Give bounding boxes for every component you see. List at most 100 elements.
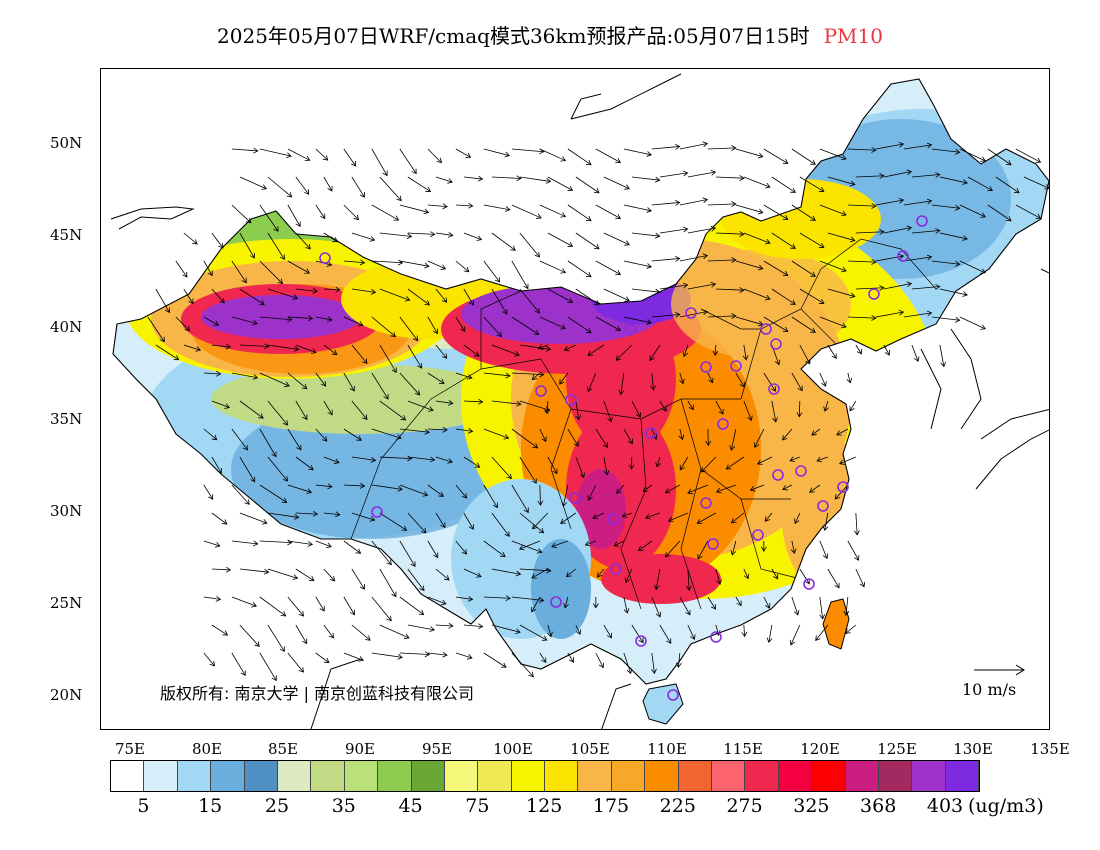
- wind-arrow: [791, 316, 816, 333]
- wind-arrow: [931, 204, 960, 209]
- wind-arrow-head: [279, 254, 285, 260]
- wind-arrow-head: [679, 464, 685, 471]
- wind-arrow-head: [563, 602, 569, 609]
- wind-arrow: [687, 283, 716, 290]
- wind-arrow: [455, 652, 473, 659]
- wind-arrow-head: [271, 675, 277, 682]
- wind-arrow-head: [240, 670, 246, 677]
- station-marker: [565, 394, 577, 406]
- wind-arrow: [259, 260, 283, 284]
- wind-arrow: [407, 288, 430, 306]
- wind-arrow: [323, 512, 340, 516]
- wind-arrow-head: [287, 316, 293, 323]
- wind-arrow-head: [772, 417, 778, 423]
- wind-arrow: [155, 288, 170, 313]
- wind-arrow-head: [682, 170, 689, 177]
- wind-arrow-head: [836, 430, 842, 436]
- wind-arrow: [623, 428, 633, 444]
- wind-arrow-head: [264, 343, 270, 350]
- wind-arrow-head: [782, 270, 789, 276]
- wind-arrow: [455, 148, 471, 158]
- wind-arrow: [716, 484, 736, 493]
- wind-arrow: [231, 540, 258, 545]
- wind-arrow-head: [433, 552, 439, 559]
- wind-arrow-head: [841, 154, 847, 161]
- wind-arrow-head: [477, 175, 484, 182]
- wind-arrow-head: [397, 653, 403, 660]
- wind-reference: 10 m/s: [962, 660, 1044, 699]
- wind-arrow: [687, 484, 709, 494]
- wind-arrow-head: [623, 608, 630, 614]
- wind-arrow: [379, 512, 407, 531]
- wind-arrow: [463, 176, 483, 180]
- wind-arrow: [939, 344, 945, 367]
- wind-arrow-head: [560, 268, 567, 274]
- wind-arrow-head: [423, 208, 430, 215]
- wind-arrow-head: [879, 173, 885, 179]
- wind-arrow: [575, 288, 600, 306]
- wind-arrow: [267, 288, 298, 299]
- wind-arrow: [343, 540, 361, 554]
- wind-arrow-head: [523, 283, 529, 290]
- wind-arrow: [239, 344, 269, 347]
- wind-arrow: [435, 456, 453, 463]
- wind-arrow: [295, 400, 308, 420]
- wind-arrow-head: [218, 242, 224, 249]
- wind-arrow: [847, 260, 876, 263]
- wind-arrow-head: [207, 270, 213, 277]
- lon-label: 130E: [953, 740, 993, 758]
- colorbar-swatch: [745, 761, 779, 791]
- wind-arrow-head: [286, 152, 292, 159]
- wind-arrow-head: [545, 177, 552, 184]
- wind-arrow: [435, 232, 453, 236]
- wind-arrow-head: [308, 576, 315, 582]
- wind-arrow: [175, 316, 190, 332]
- wind-arrow-head: [747, 415, 753, 422]
- wind-arrow: [911, 286, 940, 290]
- wind-arrow-head: [587, 495, 593, 501]
- wind-arrow-head: [444, 575, 450, 581]
- wind-arrow: [407, 512, 427, 534]
- wind-arrow: [911, 344, 919, 362]
- wind-arrow: [203, 260, 213, 276]
- wind-arrow-head: [789, 456, 796, 463]
- station-marker: [717, 418, 729, 430]
- wind-arrow: [315, 428, 328, 442]
- wind-arrow-head: [298, 667, 304, 673]
- wind-arrow: [651, 652, 655, 674]
- wind-arrow-head: [1035, 157, 1042, 163]
- lon-label: 75E: [114, 740, 146, 758]
- wind-arrow: [763, 372, 776, 392]
- wind-arrow-head: [603, 470, 610, 476]
- wind-arrow-head: [383, 393, 389, 400]
- wind-arrow-head: [561, 501, 567, 508]
- colorbar-label: 45: [398, 795, 423, 817]
- wind-arrow-head: [1005, 160, 1012, 166]
- wind-arrow-head: [448, 622, 454, 629]
- wind-arrow-head: [301, 383, 308, 390]
- wind-arrow-head: [568, 657, 574, 663]
- wind-arrow-head: [645, 513, 651, 520]
- lon-label: 135E: [1030, 740, 1070, 758]
- wind-arrow-head: [898, 197, 905, 204]
- wind-arrow-head: [654, 176, 661, 183]
- wind-arrow: [849, 400, 857, 412]
- wind-arrow: [511, 316, 539, 335]
- wind-arrow: [203, 484, 214, 500]
- wind-arrow: [735, 260, 763, 270]
- wind-arrow-head: [396, 434, 402, 440]
- wind-arrow: [183, 344, 201, 351]
- wind-arrow: [287, 204, 301, 227]
- wind-arrow: [603, 624, 612, 639]
- wind-arrow-head: [271, 451, 277, 458]
- wind-arrow: [903, 256, 932, 262]
- station-marker: [795, 465, 807, 477]
- wind-arrow: [735, 596, 742, 606]
- wind-arrow: [259, 204, 279, 232]
- lon-label: 115E: [723, 740, 763, 758]
- wind-arrow: [771, 232, 796, 249]
- wind-arrow-head: [871, 147, 877, 153]
- wind-arrow: [1015, 204, 1041, 219]
- wind-arrow-head: [304, 268, 311, 274]
- lon-label: 125E: [877, 740, 917, 758]
